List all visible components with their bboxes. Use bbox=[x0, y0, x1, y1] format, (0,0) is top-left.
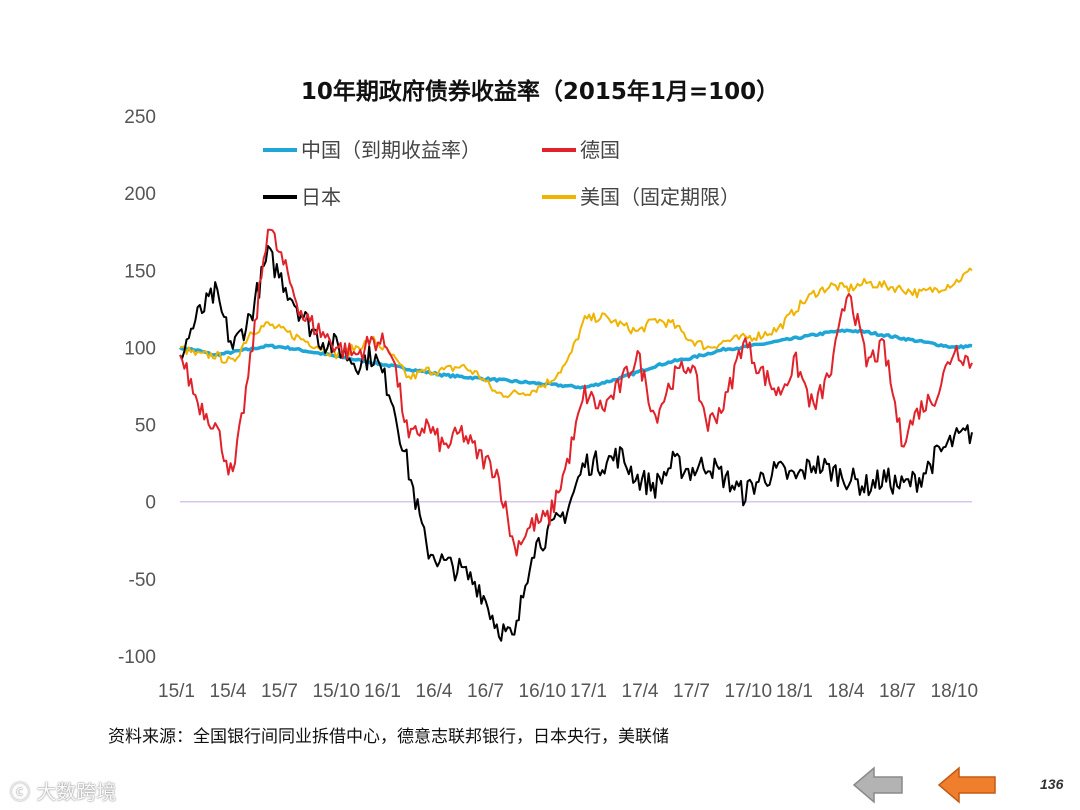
arrow-left-icon bbox=[852, 766, 903, 804]
legend-label: 日本 bbox=[301, 185, 341, 209]
series-line bbox=[178, 328, 973, 390]
x-tick-label: 16/7 bbox=[467, 681, 504, 702]
prev-page-button[interactable] bbox=[852, 766, 904, 804]
series-line bbox=[179, 228, 973, 557]
legend-label: 美国（固定期限） bbox=[580, 185, 740, 209]
x-tick-label: 18/10 bbox=[931, 681, 979, 702]
x-tick-label: 17/4 bbox=[622, 681, 659, 702]
x-tick-label: 15/10 bbox=[313, 681, 361, 702]
x-tick-label: 17/1 bbox=[570, 681, 607, 702]
chart-title: 10年期政府债券收益率（2015年1月=100） bbox=[300, 79, 780, 105]
x-axis: 15/1 15/4 15/7 15/10 16/1 16/4 16/7 16/10 17/1 17… bbox=[158, 681, 978, 702]
x-tick-label: 15/1 bbox=[158, 681, 195, 702]
x-tick-label: 17/7 bbox=[673, 681, 710, 702]
y-tick-label: -50 bbox=[129, 570, 156, 591]
y-tick-label: 200 bbox=[124, 184, 156, 205]
legend-label: 中国（到期收益率） bbox=[301, 138, 481, 162]
y-tick-label: 50 bbox=[135, 416, 156, 437]
legend-label: 德国 bbox=[580, 138, 620, 162]
x-tick-label: 17/10 bbox=[725, 681, 773, 702]
source-note: 资料来源：全国银行间同业拆借中心，德意志联邦银行，日本央行，美联储 bbox=[108, 727, 669, 747]
watermark-text: 大数跨境 bbox=[36, 780, 117, 804]
watermark-logo-icon: ⓒ bbox=[10, 780, 30, 804]
y-tick-label: -100 bbox=[118, 647, 156, 668]
y-tick-label: 0 bbox=[145, 493, 156, 514]
arrow-left-icon bbox=[937, 766, 996, 804]
series-lines bbox=[178, 228, 973, 642]
series-line bbox=[179, 245, 973, 642]
x-tick-label: 15/4 bbox=[210, 681, 247, 702]
y-axis: -100 -50 0 50 100 150 200 250 bbox=[118, 107, 156, 668]
page-number: 136 bbox=[1040, 776, 1064, 792]
y-tick-label: 150 bbox=[124, 261, 156, 282]
x-tick-label: 18/1 bbox=[776, 681, 813, 702]
x-tick-label: 15/7 bbox=[261, 681, 298, 702]
next-page-button[interactable] bbox=[937, 766, 996, 804]
x-tick-label: 16/10 bbox=[519, 681, 567, 702]
x-tick-label: 18/4 bbox=[828, 681, 865, 702]
y-tick-label: 100 bbox=[124, 338, 156, 359]
watermark: ⓒ 大数跨境 bbox=[10, 776, 116, 805]
y-tick-label: 250 bbox=[124, 107, 156, 128]
x-tick-label: 16/1 bbox=[364, 681, 401, 702]
series-line bbox=[179, 267, 973, 399]
x-tick-label: 16/4 bbox=[416, 681, 453, 702]
x-tick-label: 18/7 bbox=[879, 681, 916, 702]
